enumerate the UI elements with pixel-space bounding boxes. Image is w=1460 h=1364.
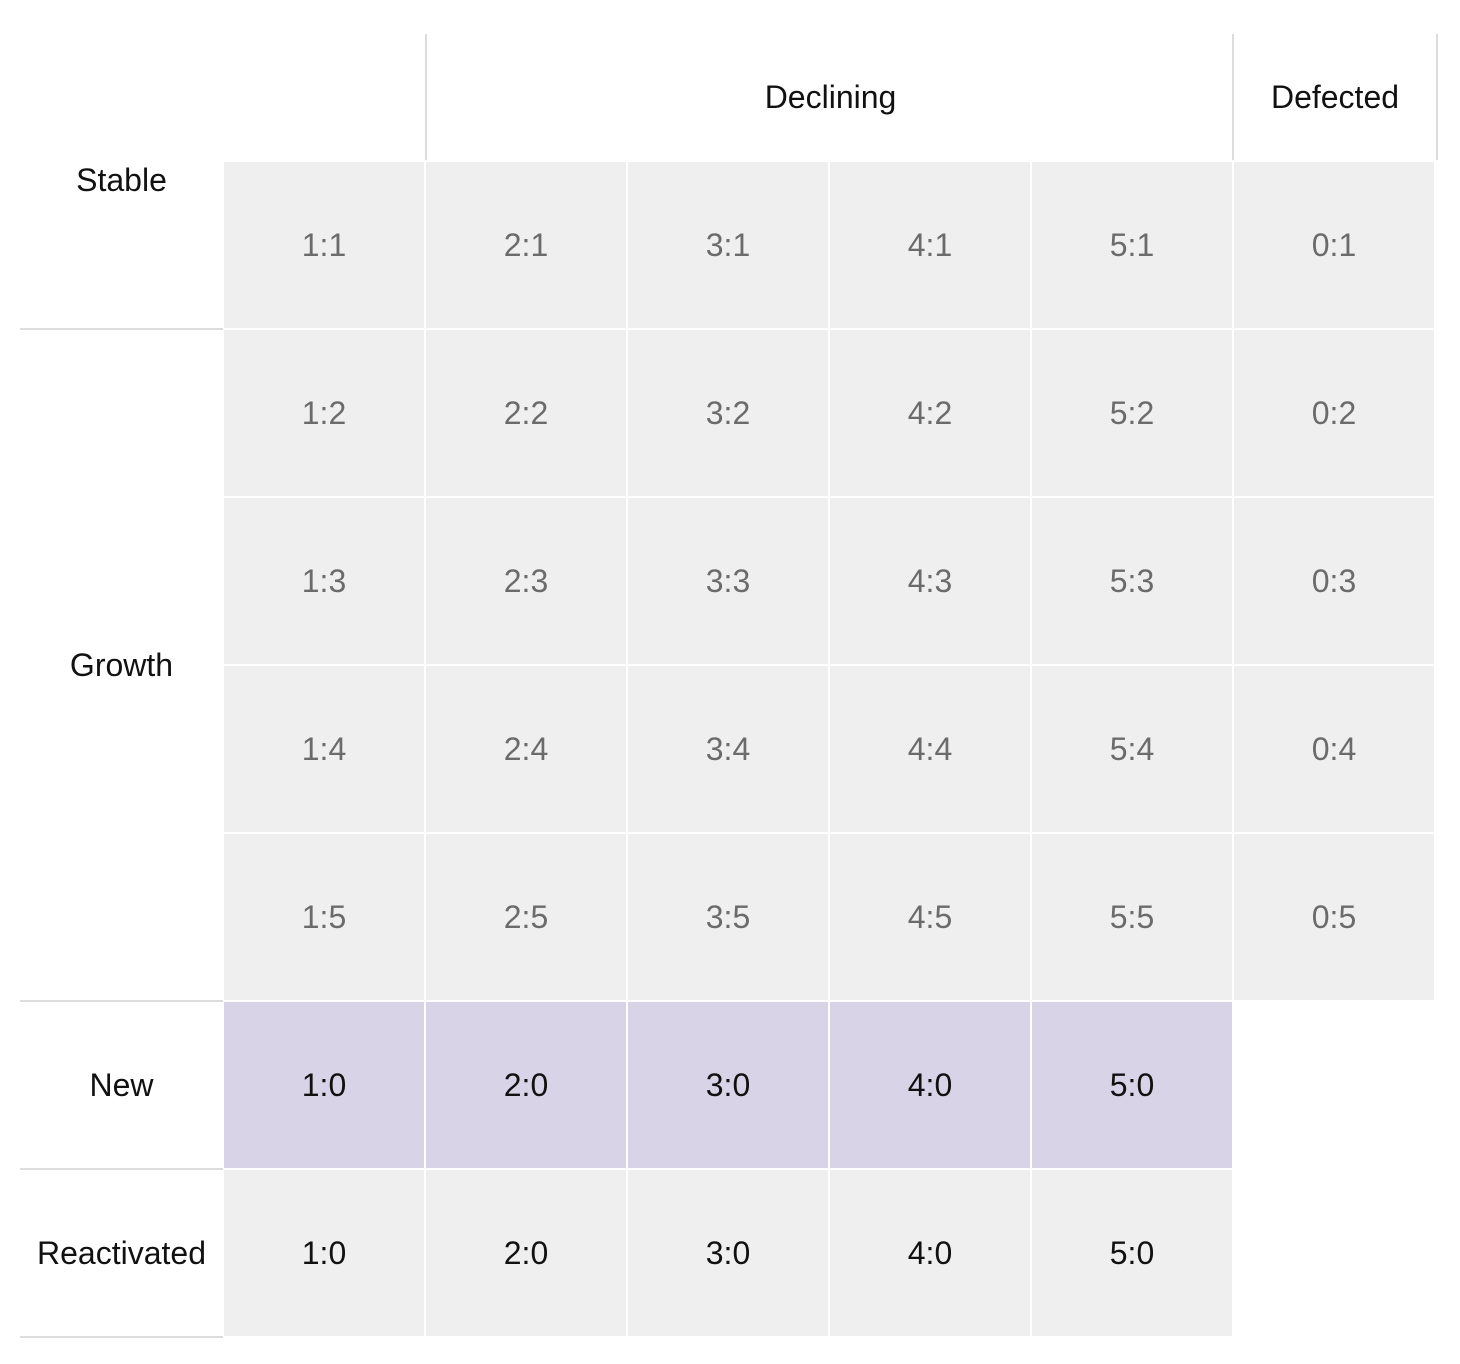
matrix-cell: 2:1 <box>426 162 626 328</box>
row-label-stable: Stable <box>76 161 167 198</box>
matrix-cell: 2:2 <box>426 330 626 496</box>
matrix-cell-reactivated: 3:0 <box>628 1170 828 1336</box>
matrix-cell: 3:5 <box>628 834 828 1000</box>
row-label-reactivated: Reactivated <box>37 1234 206 1271</box>
matrix-cell: 4:4 <box>830 666 1030 832</box>
matrix-cell: 2:5 <box>426 834 626 1000</box>
row-divider <box>20 1168 223 1170</box>
row-label-new: New <box>89 1066 154 1103</box>
matrix-cell: 3:2 <box>628 330 828 496</box>
matrix-cell: 5:2 <box>1032 330 1232 496</box>
matrix-cell-reactivated: 2:0 <box>426 1170 626 1336</box>
matrix-cell-reactivated: 5:0 <box>1032 1170 1232 1336</box>
matrix-cell: 5:4 <box>1032 666 1232 832</box>
matrix-cell: 0:1 <box>1234 162 1434 328</box>
matrix-cell: 5:3 <box>1032 498 1232 664</box>
matrix-cell: 3:4 <box>628 666 828 832</box>
matrix-cell-reactivated: 1:0 <box>224 1170 424 1336</box>
row-label-growth: Growth <box>69 646 174 683</box>
matrix-cell: 5:5 <box>1032 834 1232 1000</box>
column-header-defected: Defected <box>1232 34 1438 160</box>
matrix-cell: 1:1 <box>224 162 424 328</box>
matrix-cell: 4:2 <box>830 330 1030 496</box>
row-divider <box>20 328 223 330</box>
matrix-cell: 1:3 <box>224 498 424 664</box>
matrix-cell: 4:5 <box>830 834 1030 1000</box>
matrix-cell: 2:4 <box>426 666 626 832</box>
matrix-cell: 1:2 <box>224 330 424 496</box>
matrix-cell-new: 3:0 <box>628 1002 828 1168</box>
matrix-cell: 1:4 <box>224 666 424 832</box>
matrix-cell-reactivated: 4:0 <box>830 1170 1030 1336</box>
matrix-cell-new: 1:0 <box>224 1002 424 1168</box>
matrix-cell: 3:3 <box>628 498 828 664</box>
column-header-declining: Declining <box>425 34 1234 160</box>
matrix-cell: 0:2 <box>1234 330 1434 496</box>
matrix-cell-new: 5:0 <box>1032 1002 1232 1168</box>
matrix-cell: 4:1 <box>830 162 1030 328</box>
matrix-cell: 3:1 <box>628 162 828 328</box>
matrix-cell: 0:4 <box>1234 666 1434 832</box>
matrix-cell: 1:5 <box>224 834 424 1000</box>
row-divider <box>20 1000 223 1002</box>
matrix-cell: 4:3 <box>830 498 1030 664</box>
matrix-cell: 0:3 <box>1234 498 1434 664</box>
matrix-cell: 0:5 <box>1234 834 1434 1000</box>
matrix-cell-new: 4:0 <box>830 1002 1030 1168</box>
matrix-cell: 2:3 <box>426 498 626 664</box>
row-divider <box>20 1336 223 1338</box>
matrix-cell: 5:1 <box>1032 162 1232 328</box>
matrix-cell-new: 2:0 <box>426 1002 626 1168</box>
